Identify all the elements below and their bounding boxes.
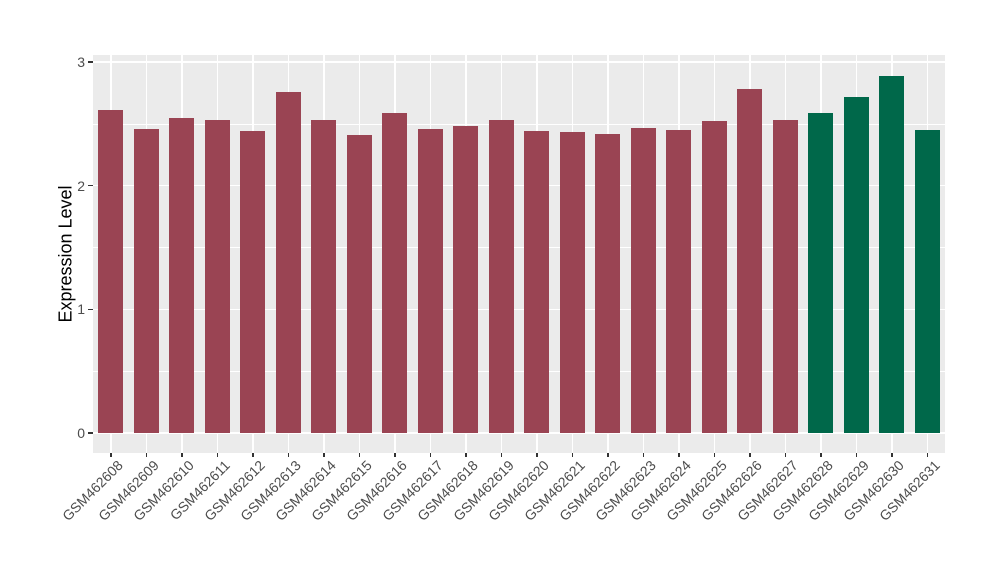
bar-GSM462623 <box>630 127 656 433</box>
x-tick-mark <box>536 453 538 457</box>
x-tick-mark <box>678 453 680 457</box>
x-tick-mark <box>323 453 325 457</box>
y-tick-mark <box>88 61 93 63</box>
x-tick-mark <box>571 453 573 457</box>
y-tick-label: 0 <box>77 425 85 441</box>
gridline-major-horizontal <box>93 184 945 187</box>
x-tick-mark <box>607 453 609 457</box>
gridline-major-horizontal <box>93 308 945 311</box>
gridline-major-horizontal <box>93 432 945 434</box>
x-tick-mark <box>642 453 644 457</box>
bar-GSM462621 <box>559 132 585 433</box>
bar-GSM462619 <box>488 120 514 433</box>
gridline-minor-horizontal <box>93 371 945 372</box>
bar-GSM462612 <box>240 131 266 433</box>
bar-GSM462627 <box>772 120 798 433</box>
x-tick-mark <box>394 453 396 457</box>
x-tick-mark <box>749 453 751 457</box>
bar-GSM462615 <box>346 134 372 433</box>
bar-GSM462610 <box>169 117 195 433</box>
bar-GSM462614 <box>311 120 337 433</box>
x-tick-mark <box>465 453 467 457</box>
bar-GSM462613 <box>275 91 301 433</box>
bar-GSM462611 <box>204 120 230 433</box>
x-tick-mark <box>145 453 147 457</box>
x-tick-mark <box>216 453 218 457</box>
x-tick-mark <box>926 453 928 457</box>
y-tick-mark <box>88 308 93 311</box>
x-tick-mark <box>713 453 715 457</box>
x-tick-mark <box>252 453 254 457</box>
x-tick-mark <box>784 453 786 457</box>
x-tick-mark <box>429 453 431 457</box>
bar-GSM462609 <box>133 128 159 433</box>
bar-GSM462629 <box>843 96 869 433</box>
y-tick-mark <box>88 184 93 187</box>
bar-GSM462622 <box>595 133 621 433</box>
bar-GSM462631 <box>914 130 940 433</box>
bar-GSM462620 <box>524 131 550 433</box>
x-tick-mark <box>287 453 289 457</box>
x-tick-mark <box>358 453 360 457</box>
plot-panel <box>93 55 945 453</box>
y-tick-label: 1 <box>77 301 85 318</box>
bar-GSM462618 <box>453 126 479 433</box>
gridline-minor-horizontal <box>93 123 945 125</box>
x-tick-mark <box>110 453 112 457</box>
bar-GSM462608 <box>98 110 124 433</box>
y-tick-label: 3 <box>77 53 85 70</box>
bar-GSM462617 <box>417 128 443 433</box>
bar-GSM462626 <box>737 89 763 433</box>
x-tick-mark <box>855 453 857 457</box>
bar-GSM462628 <box>808 112 834 433</box>
bar-GSM462630 <box>879 75 905 433</box>
x-tick-mark <box>181 453 183 457</box>
bar-GSM462625 <box>701 121 727 433</box>
gridline-major-horizontal <box>93 61 945 63</box>
bar-GSM462624 <box>666 130 692 433</box>
x-tick-mark <box>820 453 822 457</box>
bar-GSM462616 <box>382 112 408 433</box>
x-tick-mark <box>891 453 893 457</box>
y-tick-label: 2 <box>77 177 85 194</box>
x-tick-mark <box>500 453 502 457</box>
gridline-minor-horizontal <box>93 247 945 249</box>
y-tick-mark <box>88 432 93 434</box>
